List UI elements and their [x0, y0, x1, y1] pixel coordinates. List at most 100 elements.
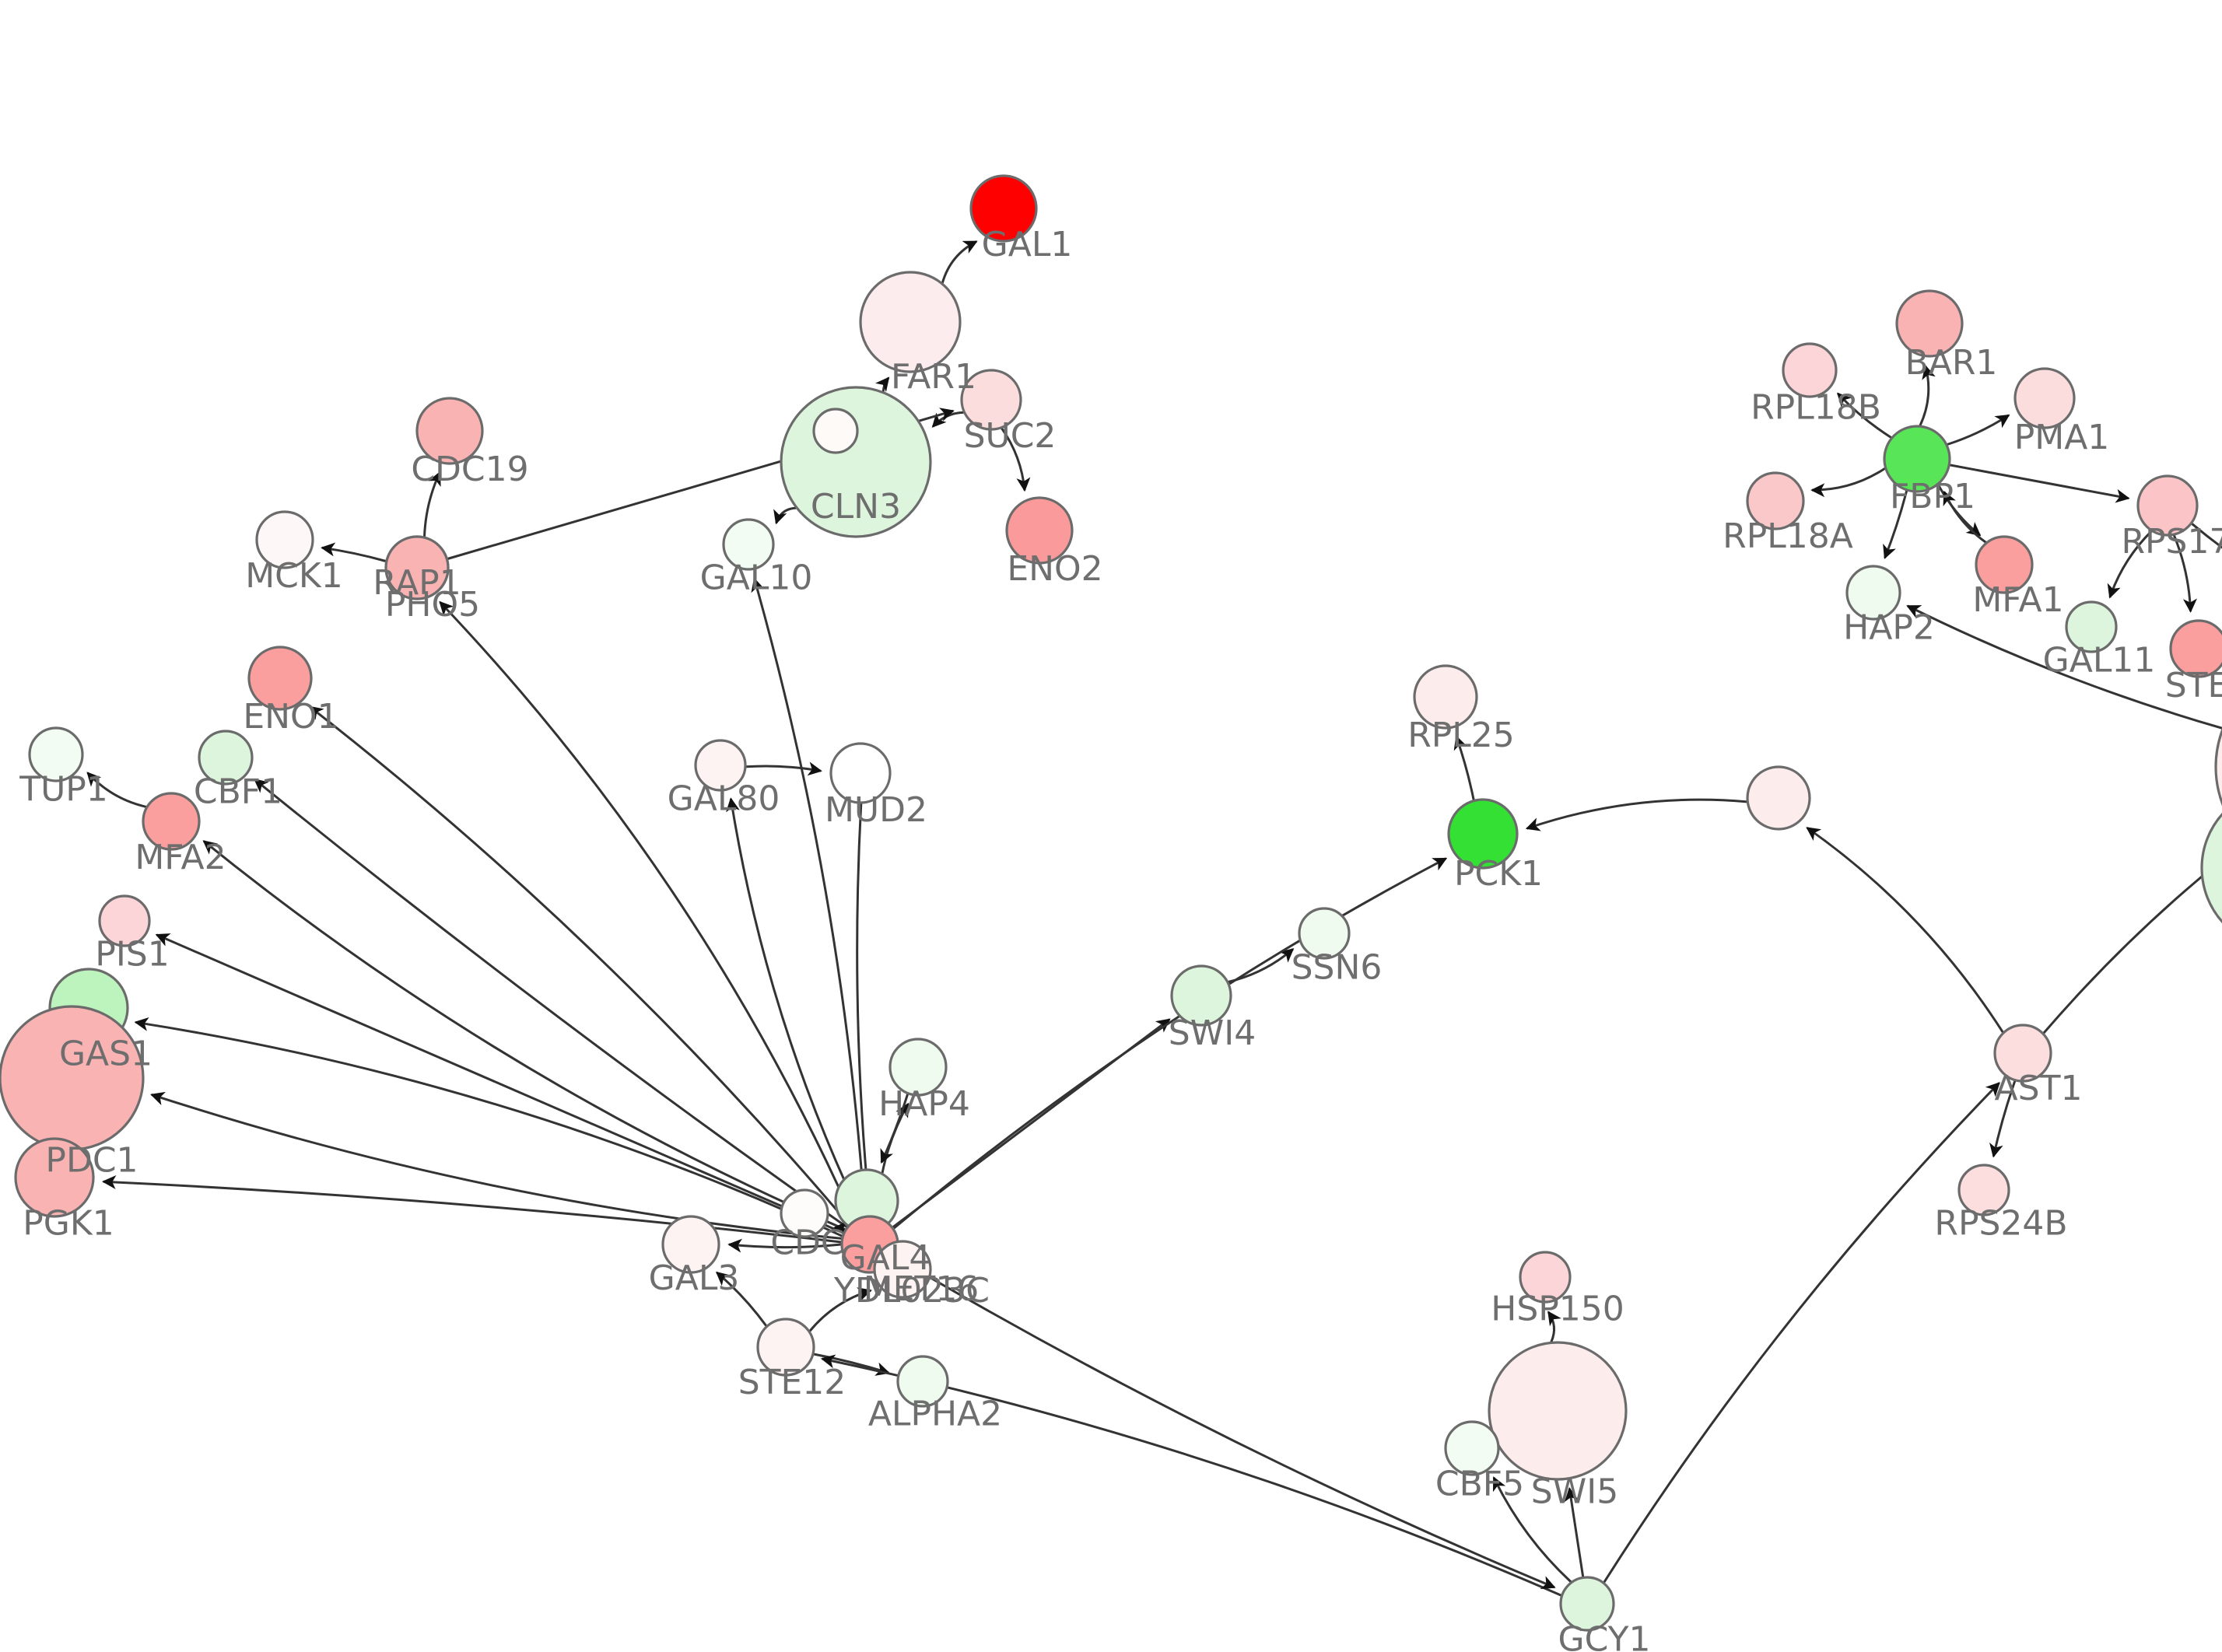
gene-node-suc2[interactable]	[960, 369, 1022, 431]
gene-node-hap4[interactable]	[888, 1038, 948, 1097]
edge-gal4-to-gas1	[134, 1017, 843, 1237]
edge-pho5-to-mck1	[321, 542, 387, 562]
gene-node-hsp150[interactable]	[1519, 1251, 1572, 1304]
edge-gal4-to-pho5	[439, 600, 855, 1221]
gene-node-mig1[interactable]	[2200, 787, 2222, 949]
gene-node-gcy1[interactable]	[1559, 1576, 1615, 1632]
gene-node-pis1[interactable]	[98, 894, 151, 947]
gene-node-eno2[interactable]	[1005, 496, 1074, 565]
gene-node-swi5[interactable]	[1488, 1341, 1628, 1481]
gene-node-gal10[interactable]	[722, 518, 775, 571]
gene-label-pma1: PMA1	[2014, 418, 2110, 457]
gene-node-unlabeled[interactable]	[812, 408, 859, 454]
gene-node-gal3[interactable]	[661, 1215, 720, 1274]
gene-node-pck1[interactable]	[1447, 798, 1519, 870]
edge-gal4-to-gal3	[727, 1238, 842, 1253]
gene-node-alpha2[interactable]	[896, 1355, 949, 1408]
edge-fbp1-to-bar1	[1919, 365, 1936, 426]
edge-gal4-to-cdc	[833, 1220, 848, 1235]
gene-node-rpl18b[interactable]	[1782, 342, 1838, 398]
edge-gal80-to-mud2	[745, 761, 822, 776]
edge-gal4-to-cbf1	[254, 779, 848, 1228]
gene-label-pck1: PCK1	[1454, 854, 1543, 894]
gene-label-ydl023c: YDL023C	[833, 1271, 990, 1311]
gene-label-ssn6: SSN6	[1291, 948, 1383, 988]
gene-label-pis1: PIS1	[95, 935, 169, 975]
gene-label-pgk1: PGK1	[23, 1204, 114, 1244]
gene-label-pho5: PHO5	[385, 585, 480, 625]
gene-label-far1: FAR1	[891, 357, 976, 397]
gene-label-hap4: HAP4	[878, 1084, 970, 1124]
gene-node-mcm1[interactable]	[2214, 661, 2222, 873]
gene-label-cbf5: CBF5	[1435, 1465, 1524, 1504]
gene-label-mck1: MCK1	[245, 556, 343, 596]
gene-node-cdc19[interactable]	[415, 397, 484, 465]
gene-node-far1[interactable]	[859, 271, 962, 373]
edge-ast1-to-mcm1	[2042, 858, 2222, 1034]
gene-label-mfa2: MFA2	[135, 838, 226, 877]
gene-node-unlabeled[interactable]	[1746, 765, 1811, 831]
gene-node-mfa2[interactable]	[142, 792, 201, 851]
gene-node-rps24b[interactable]	[1957, 1164, 2010, 1216]
gene-node-mck1[interactable]	[255, 510, 314, 569]
gene-label-fbp1: FBP1	[1890, 477, 1975, 516]
label-layer: GAL1 FAR1 BAR1 RPL18B PMA1 SUC2 CDC19 CLN3 FBP1 R…	[19, 225, 2222, 1652]
gene-node-gal11[interactable]	[2065, 600, 2118, 653]
gene-node-cdc[interactable]	[780, 1188, 829, 1238]
gene-label-gal11: GAL11	[2043, 641, 2156, 681]
gene-label-mfa1: MFA1	[1972, 580, 2063, 620]
edge-pho5-to-cdc19	[423, 471, 441, 537]
gene-label-suc2: SUC2	[964, 416, 1057, 456]
gene-node-bar1[interactable]	[1895, 289, 1964, 358]
gene-node-gal1[interactable]	[969, 174, 1038, 243]
gene-label-rap1: RAP1	[373, 563, 461, 603]
gene-node-rps17a[interactable]	[2136, 474, 2199, 537]
gene-label-alpha2: ALPHA2	[868, 1395, 1002, 1434]
gene-node-cbf1[interactable]	[198, 730, 254, 786]
gene-node-eno1[interactable]	[247, 646, 313, 711]
edge-mfa1-to-fbp1	[1943, 490, 1987, 544]
gene-node-ste12[interactable]	[756, 1318, 815, 1377]
gene-node-ast1[interactable]	[1993, 1024, 2052, 1083]
gene-node-swi4[interactable]	[1170, 964, 1232, 1027]
edge-gal4-to-gal80	[726, 797, 863, 1218]
edge-ast1-to-node_pck1_src	[1806, 827, 2004, 1034]
gene-label-eno2: ENO2	[1007, 549, 1102, 589]
gene-label-rps17a: RPS17A	[2121, 522, 2222, 562]
edge-gcy1-to-cbf5	[1492, 1476, 1572, 1583]
gene-node-rpl25[interactable]	[1413, 664, 1478, 730]
gene-node-fbp1[interactable]	[1883, 425, 1951, 493]
gene-node-rpl18a[interactable]	[1746, 471, 1805, 530]
gene-node-mfa1[interactable]	[1975, 535, 2034, 594]
gene-node-cbf5[interactable]	[1444, 1420, 1500, 1476]
gene-node-tup1[interactable]	[28, 726, 84, 782]
gene-label-rpl25: RPL25	[1407, 716, 1515, 755]
edge-node_pck1_src-to-pck1	[1525, 798, 1747, 831]
gene-label-swi4: SWI4	[1169, 1013, 1256, 1053]
edge-hap4-to-gal4core	[880, 1094, 909, 1164]
edge-ste12-to-ydl023c	[808, 1287, 872, 1332]
gene-label-pdc1: PDC1	[45, 1141, 138, 1181]
edge-gcy1-to-ast1	[1603, 1082, 2000, 1584]
edge-rps17a-to-gal11	[2107, 530, 2153, 599]
gene-node-hap2[interactable]	[1845, 565, 1901, 621]
gene-node-ssn6[interactable]	[1298, 907, 1351, 960]
gene-node-pho5[interactable]	[384, 535, 450, 600]
gene-label-swi5: SWI5	[1531, 1472, 1618, 1511]
gene-node-ydl023c[interactable]	[873, 1240, 932, 1299]
gene-node-mud2[interactable]	[829, 742, 892, 804]
gene-node-gal80[interactable]	[694, 739, 747, 792]
gene-node-ste2[interactable]	[2169, 619, 2222, 678]
edge-pck1-to-rpl25	[1453, 735, 1475, 800]
edge-fbp1-to-rps17a	[1950, 464, 2130, 503]
gene-label-gal1: GAL1	[982, 225, 1073, 264]
gene-label-cdc: CDC	[770, 1223, 844, 1263]
gene-node-pdc1[interactable]	[0, 1005, 145, 1151]
gene-label-hsp150: HSP150	[1491, 1290, 1624, 1329]
gene-label-gal80: GAL80	[668, 779, 780, 819]
gene-label-gal10: GAL10	[700, 558, 813, 598]
gene-node-pma1[interactable]	[2013, 367, 2076, 429]
edge-layer	[86, 240, 2222, 1597]
gene-node-pgk1[interactable]	[14, 1137, 95, 1218]
